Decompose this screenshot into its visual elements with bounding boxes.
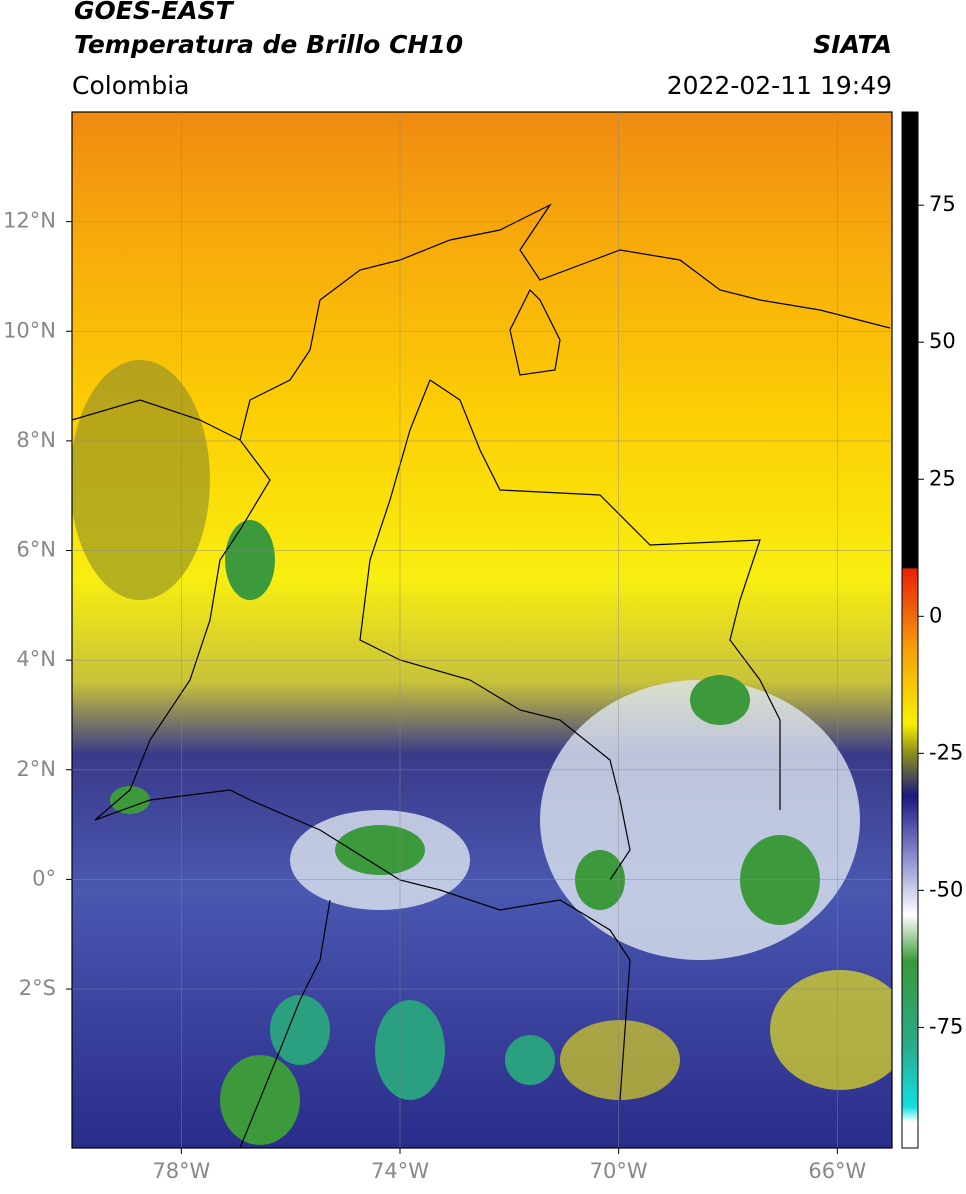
- x-tick-label: 66°W: [808, 1159, 866, 1183]
- colorbar: [901, 111, 919, 1149]
- borders: [71, 203, 891, 1149]
- colorbar-tick-label: -25: [929, 740, 963, 764]
- colorbar-tick-label: 50: [929, 329, 956, 353]
- source: SIATA: [813, 30, 892, 59]
- colorbar-tick-label: 25: [929, 466, 956, 490]
- colorbar-tick-label: -75: [929, 1014, 963, 1038]
- title: GOES-EAST: [74, 0, 235, 25]
- x-tick-label: 78°W: [152, 1159, 210, 1183]
- map-image: [72, 112, 892, 1148]
- y-tick-label: 2°S: [19, 976, 56, 1000]
- y-tick-label: 6°N: [16, 538, 56, 562]
- y-tick-label: 12°N: [3, 209, 56, 233]
- x-tick-label: 70°W: [590, 1159, 648, 1183]
- x-tick-label: 74°W: [371, 1159, 429, 1183]
- colorbar-tick-label: -50: [929, 877, 963, 901]
- y-tick-label: 10°N: [3, 318, 56, 342]
- map-frame: [71, 111, 893, 1149]
- colorbar-tick-label: 0: [929, 603, 942, 627]
- datetime: 2022-02-11 19:49: [667, 71, 892, 100]
- y-tick-label: 4°N: [16, 647, 56, 671]
- y-tick-label: 2°N: [16, 757, 56, 781]
- region: Colombia: [72, 71, 189, 100]
- y-tick-label: 8°N: [16, 428, 56, 452]
- colorbar-tick-label: 75: [929, 192, 956, 216]
- y-tick-label: 0°: [32, 866, 56, 890]
- subtitle: Temperatura de Brillo CH10: [74, 30, 463, 59]
